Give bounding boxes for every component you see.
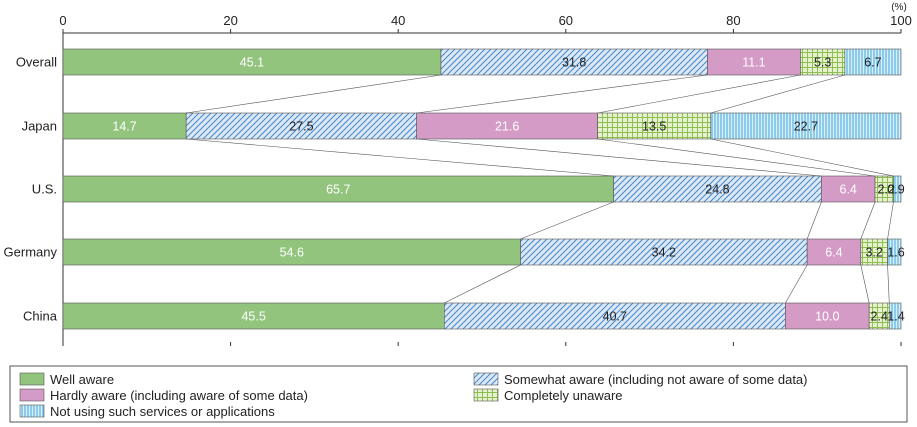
connector-line xyxy=(887,264,890,304)
connector-line xyxy=(520,201,614,240)
bar-segment xyxy=(844,48,902,76)
data-label: 13.5 xyxy=(642,120,666,134)
connector-line xyxy=(806,201,822,240)
connector-line xyxy=(785,264,808,304)
connector-line xyxy=(597,138,876,177)
connector-line xyxy=(186,74,441,114)
connector-line xyxy=(186,138,614,177)
bar-segment xyxy=(62,302,445,330)
bar-segment xyxy=(887,238,902,266)
unit-label: (%) xyxy=(891,2,907,13)
bar-segment xyxy=(800,48,846,76)
bar-segment xyxy=(443,302,786,330)
data-label: 10.0 xyxy=(815,310,839,324)
data-label: 14.7 xyxy=(112,120,136,134)
category-label: China xyxy=(23,309,58,324)
bar-segment xyxy=(62,48,442,76)
x-tick-label: 20 xyxy=(223,13,237,28)
bars xyxy=(62,48,902,330)
x-tick-label: 80 xyxy=(726,13,740,28)
data-label: 45.5 xyxy=(241,310,265,324)
x-tick-label: 60 xyxy=(559,13,573,28)
data-label: 6.4 xyxy=(825,246,842,260)
bar-segment xyxy=(707,48,801,76)
x-tick-label: 100 xyxy=(890,13,912,28)
legend-swatch xyxy=(473,372,499,386)
connector-lines xyxy=(186,74,894,304)
bar-segment xyxy=(62,175,614,203)
data-label: 40.7 xyxy=(603,310,627,324)
bar-segment xyxy=(860,238,888,266)
bar-segment xyxy=(888,302,902,330)
data-label: 31.8 xyxy=(562,56,586,70)
connector-line xyxy=(444,264,521,304)
legend-label: Hardly aware (including aware of some da… xyxy=(50,388,308,403)
data-label: 34.2 xyxy=(652,246,676,260)
data-label: 0.9 xyxy=(887,183,904,197)
data-label: 1.4 xyxy=(887,310,904,324)
x-tick-label: 40 xyxy=(391,13,405,28)
legend-swatch xyxy=(19,372,45,386)
data-label: 2.4 xyxy=(871,310,888,324)
connector-line xyxy=(860,201,876,240)
category-label: U.S. xyxy=(32,182,57,197)
data-label: 6.7 xyxy=(864,56,881,70)
bar-segment xyxy=(185,112,417,140)
data-label: 11.1 xyxy=(742,56,765,70)
category-label: Germany xyxy=(4,245,58,260)
category-label: Overall xyxy=(16,55,57,70)
legend-label: Completely unaware xyxy=(504,388,623,403)
connector-line xyxy=(597,74,801,114)
legend-swatch xyxy=(19,388,45,402)
legend-swatch xyxy=(19,404,45,418)
data-label: 27.5 xyxy=(289,120,313,134)
legend-swatch xyxy=(473,388,499,402)
x-axis: 0 20 40 60 80 100(%) xyxy=(59,2,912,346)
category-labels: Overall Japan U.S. Germany China xyxy=(4,55,58,324)
data-label: 54.6 xyxy=(280,246,304,260)
bar-segment xyxy=(893,175,902,203)
data-label: 24.8 xyxy=(705,183,729,197)
connector-line xyxy=(416,138,822,177)
data-label: 22.7 xyxy=(794,120,818,134)
bar-segment xyxy=(520,238,808,266)
data-label: 65.7 xyxy=(326,183,350,197)
bar-segment xyxy=(613,175,822,203)
connector-line xyxy=(416,74,708,114)
legend: Well aware Somewhat aware (including not … xyxy=(9,365,908,423)
connector-line xyxy=(860,264,870,304)
data-label: 2.2 xyxy=(878,183,895,197)
bar-segment xyxy=(416,112,598,140)
legend-label: Not using such services or applications xyxy=(50,404,275,419)
bar-segment xyxy=(710,112,902,140)
x-tick-label: 0 xyxy=(59,13,66,28)
category-label: Japan xyxy=(22,119,57,134)
connector-line xyxy=(887,201,894,240)
legend-label: Well aware xyxy=(50,372,114,387)
bar-segment xyxy=(62,238,521,266)
data-label: 3.2 xyxy=(865,246,882,260)
data-label: 21.6 xyxy=(495,120,519,134)
bar-segment xyxy=(597,112,712,140)
data-label: 45.1 xyxy=(240,56,264,70)
connector-line xyxy=(710,74,845,114)
bar-segment xyxy=(806,238,862,266)
data-label: 5.3 xyxy=(814,56,831,70)
data-label: 6.4 xyxy=(840,183,857,197)
connector-line xyxy=(710,138,894,177)
data-labels: 45.1 31.8 11.1 5.3 6.7 14.7 27.5 21.6 13.5 22.7 65… xyxy=(112,56,904,324)
data-label: 1.6 xyxy=(887,246,904,260)
legend-box xyxy=(9,365,908,423)
legend-label: Somewhat aware (including not aware of s… xyxy=(504,372,808,387)
bar-segment xyxy=(821,175,876,203)
